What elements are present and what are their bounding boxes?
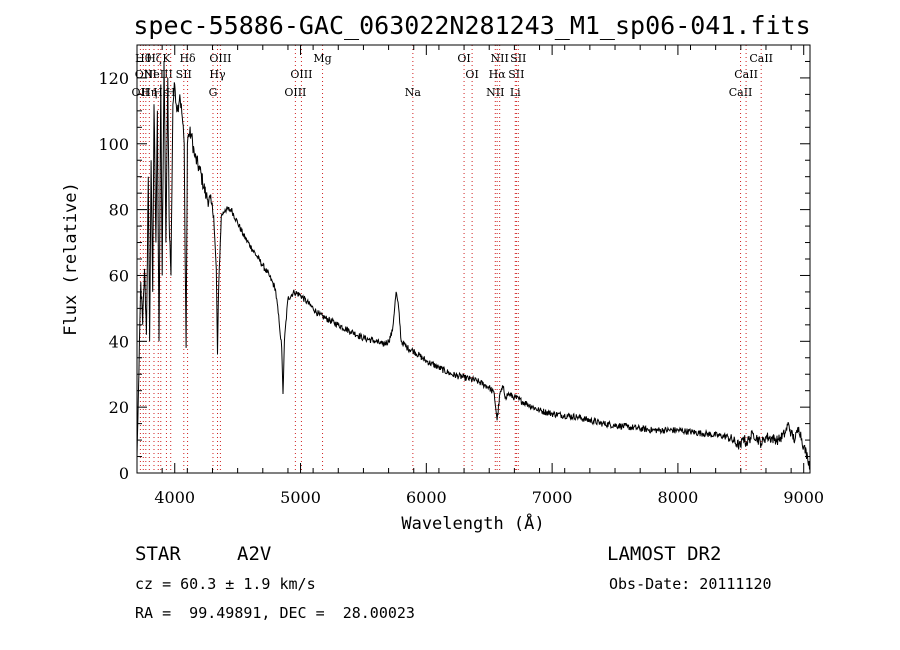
object-class: STAR xyxy=(135,543,181,565)
spectral-line-label: OII xyxy=(132,86,150,99)
spectral-line-label: CaII xyxy=(734,68,758,81)
spectral-line-label: OI xyxy=(465,68,478,81)
x-axis-label: Wavelength (Å) xyxy=(401,512,544,534)
spectral-line-label: OIII xyxy=(284,86,306,99)
spectrum-series-line xyxy=(136,61,811,470)
spectral-line-label: SII xyxy=(508,68,524,81)
object-subclass: A2V xyxy=(237,543,272,565)
spectral-line-label: Hγ xyxy=(209,68,226,81)
spectral-line-label: OIII xyxy=(209,52,231,65)
spectral-line-label: G xyxy=(209,86,218,99)
x-tick-label: 8000 xyxy=(658,488,699,507)
axis-ticks-layer: 4000 5000 6000 7000 8000 9000 0 20 40 60 80 100 120 xyxy=(98,45,824,507)
x-tick-label: 5000 xyxy=(280,488,321,507)
spectral-line-label: Na xyxy=(405,86,422,99)
spectral-line-label: NII xyxy=(491,52,509,65)
spectral-line-label: NeIII xyxy=(144,68,173,81)
spectral-line-label: Hδ xyxy=(179,52,196,65)
x-tick-label: 6000 xyxy=(406,488,447,507)
y-tick-label: 20 xyxy=(109,398,129,417)
y-tick-label: 0 xyxy=(119,464,129,483)
spectral-line-label: CaII xyxy=(729,86,753,99)
y-tick-label: 80 xyxy=(109,201,129,220)
x-tick-label: 7000 xyxy=(532,488,573,507)
spectral-line-label: H xyxy=(166,86,176,99)
x-tick-label: 4000 xyxy=(154,488,195,507)
spectral-line-label: K xyxy=(162,52,171,65)
spectral-line-label: CaII xyxy=(749,52,773,65)
spectral-line-label: OIII xyxy=(290,68,312,81)
y-tick-label: 100 xyxy=(98,135,129,154)
spectral-line-label: SII xyxy=(510,52,526,65)
y-tick-label: 40 xyxy=(109,332,129,351)
spectral-line-label: OI xyxy=(457,52,470,65)
plot-frame xyxy=(136,44,811,474)
spectral-line-label: Mg xyxy=(313,52,331,65)
x-tick-label: 9000 xyxy=(783,488,824,507)
y-tick-label: 60 xyxy=(109,266,129,285)
y-axis-label: Flux (relative) xyxy=(61,182,81,336)
observation-date: Obs-Date: 20111120 xyxy=(609,575,772,593)
coordinates: RA = 99.49891, DEC = 28.00023 xyxy=(135,604,415,622)
redshift-cz: cz = 60.3 ± 1.9 km/s xyxy=(135,575,316,593)
chart-title: spec-55886-GAC_063022N281243_M1_sp06-041… xyxy=(133,11,810,40)
y-tick-label: 120 xyxy=(98,69,129,88)
spectral-lines-layer: OIIHθOIIIHηHζNeIIIHεKHSIIHδGHγOIIIOIIIOI… xyxy=(132,45,773,473)
spectral-line-label: NII xyxy=(486,86,504,99)
data-release: LAMOST DR2 xyxy=(607,543,722,565)
spectral-line-label: SII xyxy=(176,68,192,81)
spectral-line-label: Hη xyxy=(141,86,157,99)
spectral-line-label: Li xyxy=(510,86,521,99)
spectral-line-label: Hα xyxy=(489,68,507,81)
spectral-line-label: Hζ xyxy=(146,52,162,65)
